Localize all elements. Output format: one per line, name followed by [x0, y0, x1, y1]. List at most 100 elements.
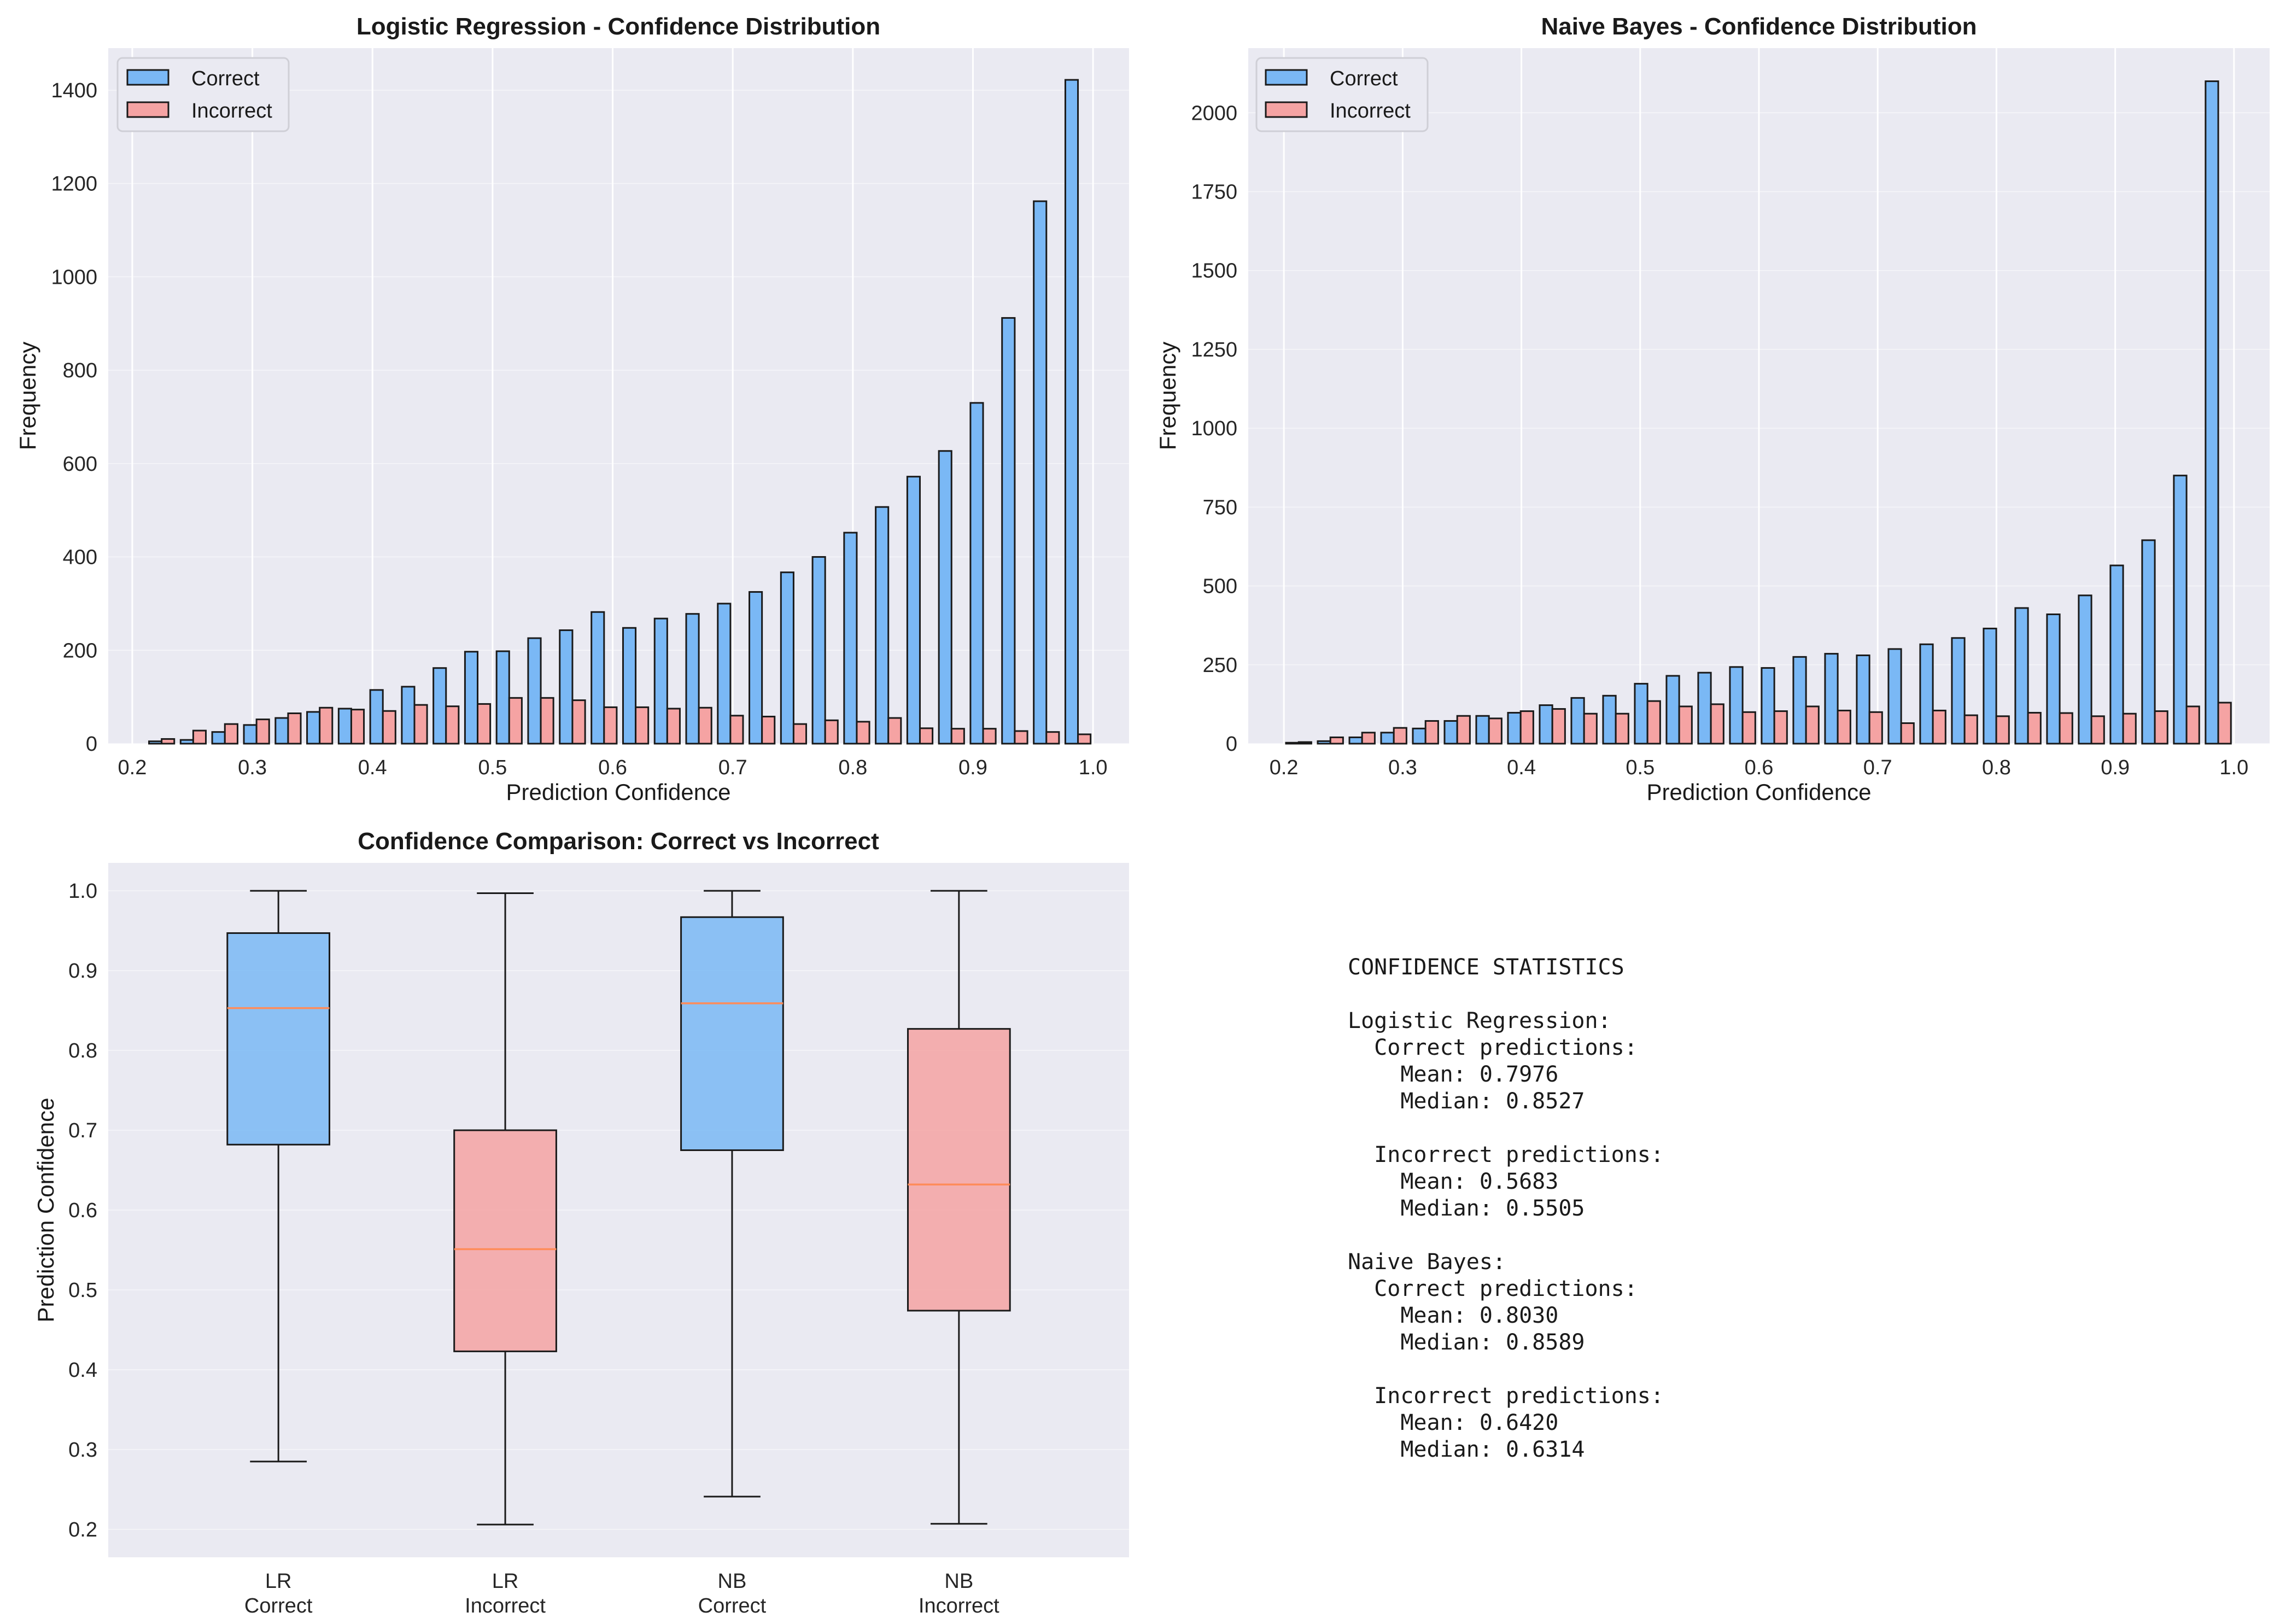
- nb-xlabel: Prediction Confidence: [1647, 779, 1872, 805]
- lr-bar-correct: [243, 724, 258, 745]
- lr-bars: [148, 79, 1092, 745]
- lr-bar-incorrect: [413, 704, 428, 745]
- nb-ytick-label: 0: [1226, 733, 1237, 756]
- stats-nb-incorrect-median: Median: 0.6314: [1348, 1437, 1585, 1462]
- lr-bar-correct: [749, 591, 763, 745]
- lr-bar-correct: [1033, 200, 1048, 745]
- nb-bar-correct: [1539, 704, 1553, 745]
- lr-xtick-label: 0.5: [478, 756, 507, 779]
- lr-legend: Correct Incorrect: [116, 57, 290, 132]
- nb-ytick-label: 1750: [1191, 180, 1237, 203]
- stats-nb-correct-median: Median: 0.8589: [1348, 1330, 1585, 1355]
- nb-bar-incorrect: [1773, 710, 1788, 745]
- nb-bar-incorrect: [1805, 705, 1820, 745]
- lr-bar-correct: [1064, 79, 1079, 745]
- lr-bar-incorrect: [192, 729, 207, 745]
- box-ylabel: Prediction Confidence: [33, 1098, 59, 1323]
- nb-bar-correct: [1317, 740, 1331, 745]
- nb-bar-correct: [1634, 682, 1648, 745]
- nb-bar-incorrect: [1456, 715, 1471, 745]
- lr-bar-correct: [306, 711, 321, 745]
- nb-xtick-label: 0.7: [1863, 756, 1892, 779]
- nb-bar-incorrect: [1583, 712, 1598, 745]
- nb-bar-incorrect: [1424, 720, 1439, 745]
- box-iqr: [680, 916, 784, 1152]
- stats-nb-incorrect-mean: Mean: 0.6420: [1348, 1410, 1559, 1435]
- nb-bar-correct: [1602, 694, 1617, 745]
- stats-heading: CONFIDENCE STATISTICS: [1348, 955, 1624, 980]
- lr-bar-incorrect: [603, 706, 618, 745]
- box-ytick-label: 1.0: [68, 880, 97, 903]
- nb-bar-correct: [1443, 720, 1458, 745]
- lr-ytick-label: 1400: [51, 79, 97, 102]
- lr-bar-correct: [432, 667, 447, 745]
- nb-ytick-label: 2000: [1191, 102, 1237, 125]
- box-xtick-label-model: LR: [492, 1570, 519, 1593]
- box-xtick-label-model: LR: [265, 1570, 292, 1593]
- nb-bar-correct: [1729, 666, 1744, 745]
- nb-ytick-label: 1000: [1191, 417, 1237, 440]
- nb-bar-incorrect: [2154, 710, 2168, 745]
- box-ytick-label: 0.7: [68, 1119, 97, 1142]
- lr-bar-correct: [274, 717, 289, 745]
- boxplot-panel: 0.20.30.40.50.60.70.80.91.0LRCorrectLRIn…: [33, 828, 1129, 1617]
- box-ytick-label: 0.3: [68, 1439, 97, 1462]
- lr-bar-incorrect: [950, 728, 965, 745]
- lr-bar-correct: [780, 571, 794, 745]
- lr-xlabel: Prediction Confidence: [506, 779, 731, 805]
- lr-bar-correct: [211, 731, 226, 745]
- lr-ytick-label: 800: [63, 359, 97, 382]
- nb-xtick-label: 0.4: [1507, 756, 1536, 779]
- lr-bar-correct: [622, 627, 637, 745]
- lr-bar-correct: [685, 613, 700, 745]
- stats-nb-correct-mean: Mean: 0.8030: [1348, 1303, 1559, 1328]
- lr-bar-correct: [148, 740, 163, 745]
- box-xtick-label-outcome: Incorrect: [919, 1594, 999, 1617]
- nb-bar-incorrect: [1393, 727, 1407, 745]
- lr-bar-incorrect: [571, 699, 586, 745]
- lr-bar-correct: [464, 651, 479, 745]
- stats-lr-heading: Logistic Regression:: [1348, 1008, 1611, 1033]
- nb-bar-correct: [1475, 715, 1490, 745]
- lr-bar-incorrect: [729, 715, 744, 745]
- lr-bar-incorrect: [477, 703, 492, 745]
- nb-bar-incorrect: [1868, 711, 1883, 745]
- nb-bar-incorrect: [1963, 714, 1978, 745]
- nb-title: Naive Bayes - Confidence Distribution: [1541, 13, 1977, 40]
- nb-bar-correct: [2173, 475, 2188, 745]
- lr-legend-label-incorrect: Incorrect: [191, 100, 272, 122]
- nb-bar-incorrect: [2217, 702, 2232, 745]
- lr-bar-correct: [969, 402, 984, 745]
- lr-legend-swatch-correct: [126, 69, 169, 86]
- box-ytick-label: 0.8: [68, 1039, 97, 1062]
- lr-bar-incorrect: [224, 723, 238, 745]
- lr-ytick-label: 200: [63, 639, 97, 662]
- lr-bar-correct: [179, 739, 194, 745]
- lr-ytick-label: 1200: [51, 173, 97, 196]
- lr-bar-correct: [369, 689, 384, 745]
- nb-bar-correct: [1348, 736, 1363, 745]
- nb-bar-correct: [1919, 643, 1934, 745]
- nb-bar-incorrect: [1551, 708, 1566, 745]
- nb-bar-correct: [1507, 711, 1522, 745]
- lr-xtick-label: 0.3: [238, 756, 267, 779]
- lr-ytick-label: 0: [86, 733, 97, 756]
- nb-ytick-label: 1500: [1191, 260, 1237, 283]
- nb-bar-correct: [2046, 613, 2061, 745]
- nb-bar-incorrect: [1678, 705, 1693, 745]
- lr-xtick-label: 0.2: [118, 756, 147, 779]
- lr-bar-incorrect: [982, 728, 997, 745]
- box-xtick-label-outcome: Incorrect: [465, 1594, 546, 1617]
- lr-bar-incorrect: [761, 715, 776, 745]
- lr-bar-incorrect: [350, 709, 365, 745]
- lr-legend-swatch-incorrect: [126, 101, 169, 118]
- boxes: [226, 890, 1011, 1526]
- box-ticks: 0.20.30.40.50.60.70.80.91.0LRCorrectLRIn…: [68, 880, 999, 1617]
- stats-lr-correct-median: Median: 0.8527: [1348, 1089, 1585, 1114]
- nb-xtick-label: 0.6: [1745, 756, 1774, 779]
- nb-bar-correct: [1697, 671, 1712, 745]
- nb-bar-correct: [1792, 656, 1807, 745]
- lr-bar-correct: [337, 708, 352, 745]
- stats-lr-correct-mean: Mean: 0.7976: [1348, 1062, 1559, 1087]
- nb-bar-correct: [2141, 539, 2156, 745]
